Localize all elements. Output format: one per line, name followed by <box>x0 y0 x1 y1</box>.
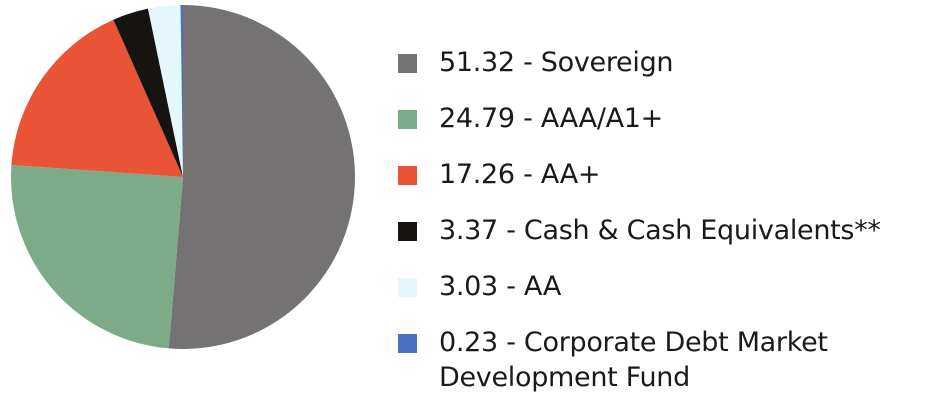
legend-item: 3.03 - AA <box>398 264 923 320</box>
legend-item: 51.32 - Sovereign <box>398 40 923 96</box>
pie-chart <box>11 5 355 349</box>
legend-label: 3.37 - Cash & Cash Equivalents** <box>439 215 881 246</box>
legend-item: 3.37 - Cash & Cash Equivalents** <box>398 208 923 264</box>
pie-slice-1 <box>168 5 355 349</box>
legend-item: 0.23 - Corporate Debt Market Development… <box>398 320 923 393</box>
legend-label: 0.23 - Corporate Debt Market Development… <box>439 327 828 393</box>
legend-label: 3.03 - AA <box>439 271 562 302</box>
legend: 51.32 - Sovereign 24.79 - AAA/A1+ 17.26 … <box>398 40 923 393</box>
legend-label: 17.26 - AA+ <box>439 159 601 190</box>
legend-swatch <box>398 334 417 353</box>
legend-label: 24.79 - AAA/A1+ <box>439 103 663 134</box>
legend-item: 24.79 - AAA/A1+ <box>398 96 923 152</box>
legend-swatch <box>398 110 417 129</box>
legend-swatch <box>398 166 417 185</box>
pie-slice-5 <box>148 5 183 177</box>
legend-item: 17.26 - AA+ <box>398 152 923 208</box>
pie-slice-6 <box>180 5 183 177</box>
pie-slice-2 <box>11 165 184 349</box>
legend-swatch <box>398 54 417 73</box>
pie-slice-4 <box>113 8 183 177</box>
legend-label: 51.32 - Sovereign <box>439 47 674 78</box>
pie-slice-3 <box>11 19 184 178</box>
legend-swatch <box>398 278 417 297</box>
legend-swatch <box>398 222 417 241</box>
